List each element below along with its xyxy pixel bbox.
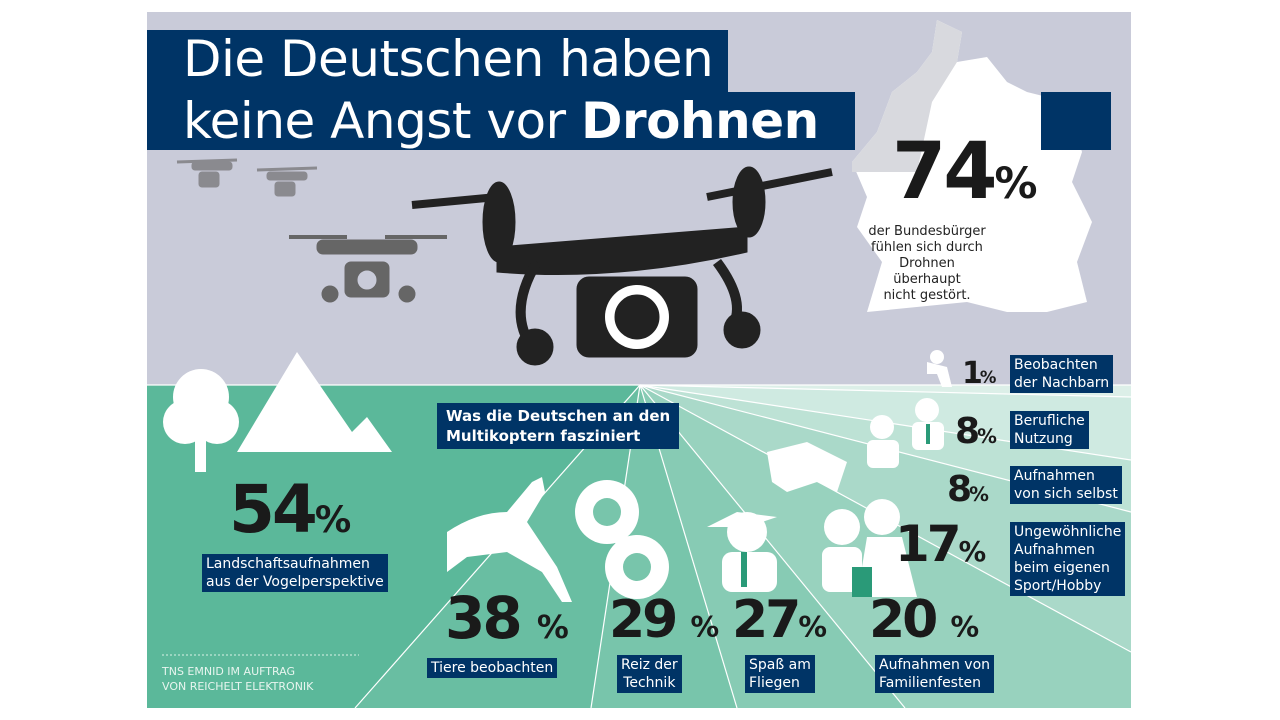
headline-text-line: überhaupt <box>893 272 961 287</box>
segment-29 <box>591 385 737 708</box>
headline-text-line: fühlen sich durch <box>871 240 983 255</box>
label-1: Beobachten der Nachbarn <box>1010 355 1114 393</box>
percent-1: 1% <box>962 356 997 391</box>
pilot-icon <box>707 512 777 592</box>
headline-value: 74 <box>892 127 998 217</box>
gears-icon <box>575 480 669 599</box>
horse-rider-icon <box>767 442 847 492</box>
segment-54 <box>147 385 640 708</box>
label-54: Landschaftsaufnahmen aus der Vogelperspek… <box>202 554 388 592</box>
ray-background <box>147 20 1131 708</box>
large-drone-icon <box>411 166 833 366</box>
deer-icon <box>447 477 572 602</box>
title-bar-end <box>1041 92 1111 150</box>
infographic: Die Deutschen haben keine Angst vor Droh… <box>147 12 1131 708</box>
headline-text-line: nicht gestört. <box>883 288 971 303</box>
label-29: Reiz der Technik <box>617 655 682 693</box>
label-38: Tiere beobachten <box>427 658 558 678</box>
title-regular: keine Angst vor <box>183 92 581 150</box>
businessman-icon <box>867 398 944 468</box>
title-line-2: keine Angst vor Drohnen <box>147 92 855 150</box>
wedding-couple-icon <box>822 499 917 597</box>
medium-drone-icon <box>289 235 447 303</box>
percent-27: 27% <box>732 590 828 650</box>
tree-mountain-icon <box>163 352 392 472</box>
source-note: TNS EMNID IM AUFTRAG VON REICHELT ELEKTRO… <box>162 665 314 693</box>
small-drone-icon <box>176 158 318 197</box>
percent-8-work: 8% <box>955 411 997 452</box>
label-17: Ungewöhnliche Aufnahmen beim eigenen Sport/… <box>1010 522 1126 596</box>
percent-17: 17% <box>895 515 987 573</box>
label-8-work: Berufliche Nutzung <box>1010 411 1089 449</box>
percent-8-selfie: 8% <box>947 469 989 510</box>
title-line-1: Die Deutschen haben <box>147 30 728 92</box>
headline-text: der Bundesbürger fühlen sich durch Drohnen… <box>847 224 1007 304</box>
germany-map-shade <box>852 20 962 172</box>
headline-text-line: der Bundesbürger <box>868 224 986 239</box>
percent-54: 54% <box>229 471 352 548</box>
peeping-person-icon <box>927 350 952 387</box>
percent-29: 29 % <box>609 590 720 650</box>
headline-unit: % <box>994 159 1038 209</box>
subtitle: Was die Deutschen an den Multikoptern fas… <box>437 403 680 449</box>
title-bold: Drohnen <box>580 92 819 150</box>
headline-text-line: Drohnen <box>899 256 955 271</box>
percent-20: 20 % <box>869 590 980 650</box>
label-20: Aufnahmen von Familienfesten <box>875 655 995 693</box>
label-27: Spaß am Fliegen <box>745 655 815 693</box>
percent-38: 38 % <box>445 584 569 652</box>
headline-percent: 74% <box>892 127 1038 217</box>
label-8-selfie: Aufnahmen von sich selbst <box>1010 466 1122 504</box>
